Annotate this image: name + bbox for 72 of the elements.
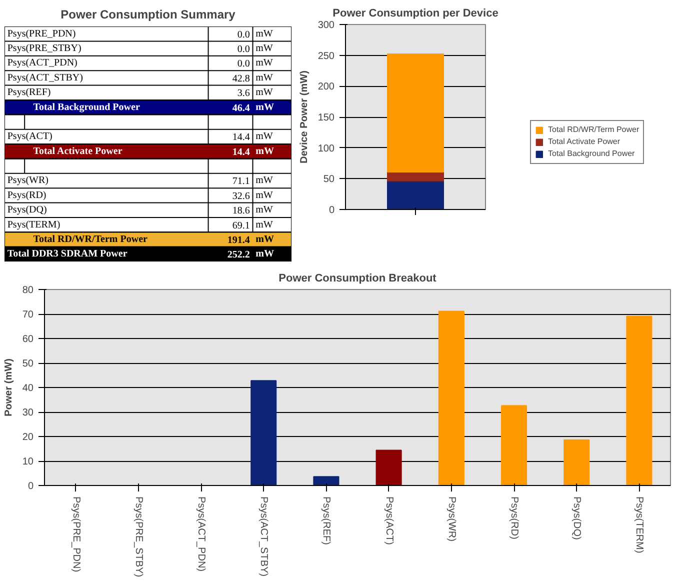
y-tick-label: 20 [22,432,34,443]
y-tick-label: 0 [28,481,34,492]
text: 69.1 mW [232,219,273,232]
y-tick-label: 300 [318,20,335,31]
text: 42.8 mW [232,72,273,84]
category-label: Psys(ACT_STBY) [7,72,83,84]
y-tick-label: 60 [22,334,34,345]
chart-title: Power Consumption per Device [332,8,498,20]
x-tick-label: Psys(PRE_PDN) [70,496,82,572]
x-tick-label: Psys(WR) [446,496,457,542]
bar [387,53,444,173]
y-tick-label: 200 [318,82,335,93]
text: 252.2 mW [227,248,274,261]
text: 191.4 mW [227,234,274,246]
category-label: Psys(PRE_STBY) [7,43,82,54]
x-tick-label: Psys(ACT_PDN) [196,496,206,572]
y-tick-label: 50 [323,174,335,186]
bar [500,405,528,486]
bar [387,172,444,182]
category-label: Total Background Power [33,102,140,113]
category-label: Psys(REF) [7,87,51,98]
x-tick-label: Psys(TERM) [634,496,645,554]
y-tick-label: 40 [22,383,34,394]
category-label: Psys(DQ) [7,204,47,216]
text: 71.1 mW [232,175,273,188]
text: 14.4 mW [232,131,273,144]
text: Power Consumption Summary [60,8,236,22]
chart-title: Power Consumption Breakout [278,272,437,284]
y-tick-label: 10 [22,456,34,468]
category-label: Total DDR3 SDRAM Power [7,248,128,260]
text: 0.0 mW [237,43,273,56]
category-label: Psys(PRE_PDN) [7,28,76,40]
bar [250,380,277,486]
legend-label: Total RD/WR/Term Power [548,124,640,134]
y-tick-label: 150 [318,112,335,124]
text: 32.6 mW [232,190,273,202]
category-label: Psys(ACT) [7,131,52,142]
x-tick-label: Psys(REF) [320,496,332,545]
y-tick-label: 50 [22,358,34,370]
category-label: Psys(WR) [7,175,48,186]
text: 46.4 mW [232,102,274,114]
bar [376,450,402,486]
text: 18.6 mW [232,204,273,217]
y-axis-title: Device Power (mW) [298,70,310,164]
bar [387,180,444,210]
category-label: Psys(RD) [7,190,46,201]
y-axis-title: Power (mW) [3,358,14,416]
legend-label: Total Background Power [548,148,635,158]
y-tick-label: 0 [328,205,335,216]
category-label: Total RD/WR/Term Power [33,234,148,245]
y-tick-label: 30 [22,408,34,418]
x-tick-label: Psys(PRE_STBY) [132,496,144,578]
x-tick-label: Psys(RD) [508,496,520,540]
bar [626,316,652,486]
y-tick-label: 70 [22,310,34,320]
category-label: Psys(ACT_PDN) [7,58,78,69]
y-tick-label: 80 [22,285,34,296]
bar [313,476,340,486]
category-label: Total Activate Power [33,146,123,157]
x-tick-label: Psys(ACT) [383,496,394,545]
text: 0.0 mW [237,58,273,70]
x-tick-label: Psys(ACT_STBY) [258,496,270,577]
bar [438,310,464,486]
category-label: Psys(TERM) [7,219,60,230]
text: 3.6 mW [237,87,273,100]
bar [564,439,590,486]
legend-label: Total Activate Power [548,136,620,146]
y-tick-label: 250 [318,50,335,62]
text: 14.4 mW [232,146,274,158]
x-tick-label: Psys(DQ) [571,496,582,540]
y-tick-label: 100 [318,143,335,154]
text: 0.0 mW [237,28,273,40]
